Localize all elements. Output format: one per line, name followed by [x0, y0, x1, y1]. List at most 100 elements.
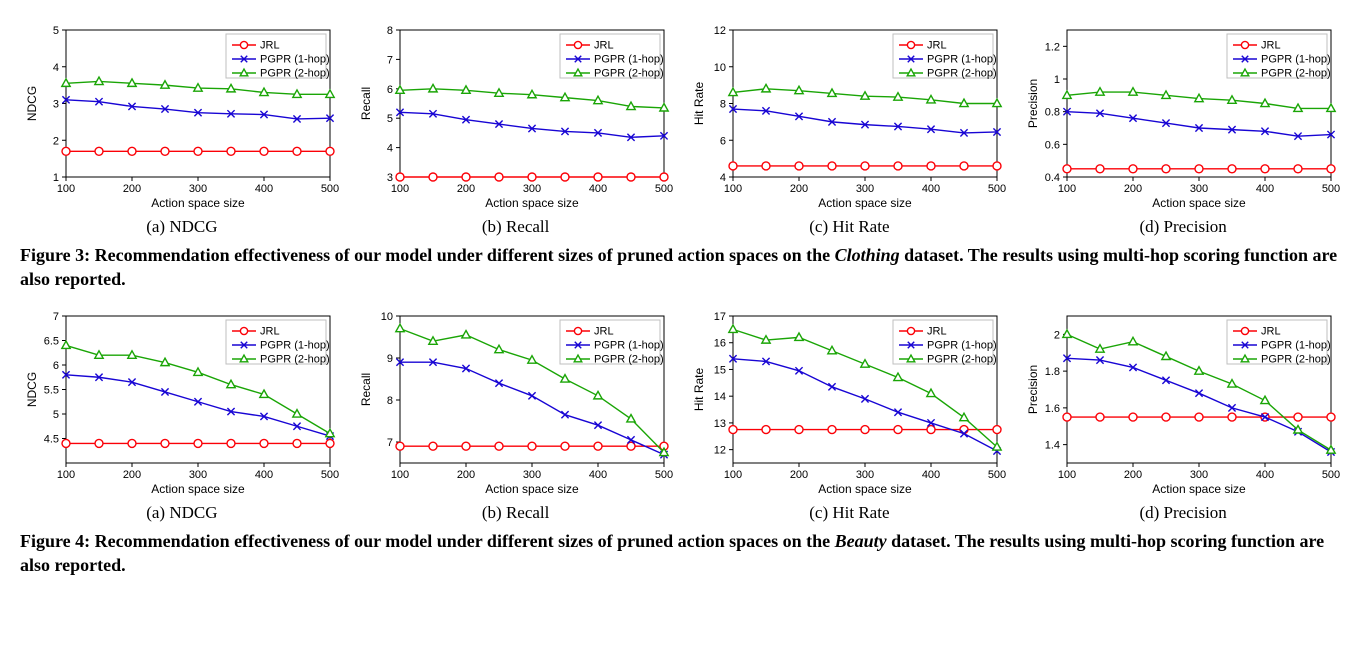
svg-text:300: 300: [522, 183, 540, 195]
svg-text:8: 8: [387, 395, 393, 407]
svg-text:200: 200: [1124, 183, 1142, 195]
legend: JRLPGPR (1-hop)PGPR (2-hop): [226, 320, 330, 366]
subcaption: (b) Recall: [482, 217, 550, 237]
legend: JRLPGPR (1-hop)PGPR (2-hop): [893, 320, 997, 366]
series-pgpr1: [1067, 112, 1331, 136]
svg-text:200: 200: [790, 183, 808, 195]
dataset-name: Clothing: [835, 245, 900, 265]
subcaption: (b) Recall: [482, 503, 550, 523]
fig3-caption: Figure 3: Recommendation effectiveness o…: [20, 243, 1345, 292]
svg-text:300: 300: [189, 183, 207, 195]
svg-text:100: 100: [724, 469, 742, 481]
svg-text:7: 7: [53, 311, 59, 323]
x-axis-label: Action space size: [1152, 196, 1246, 210]
svg-text:100: 100: [724, 183, 742, 195]
x-axis-label: Action space size: [151, 482, 245, 496]
svg-text:500: 500: [1322, 469, 1340, 481]
svg-text:4.5: 4.5: [44, 433, 59, 445]
legend-label-pgpr2: PGPR (2-hop): [594, 68, 664, 80]
legend-label-pgpr2: PGPR (2-hop): [260, 353, 330, 365]
svg-text:300: 300: [856, 469, 874, 481]
legend: JRLPGPR (1-hop)PGPR (2-hop): [560, 320, 664, 366]
dataset-name: Beauty: [835, 531, 887, 551]
svg-text:4: 4: [53, 62, 59, 74]
svg-text:10: 10: [714, 62, 726, 74]
chart: 100200300400500Action space size12131415…: [689, 306, 1009, 501]
fig4-caption: Figure 4: Recommendation effectiveness o…: [20, 529, 1345, 578]
svg-text:7: 7: [387, 437, 393, 449]
svg-text:6: 6: [387, 84, 393, 96]
subcaption: (c) Hit Rate: [809, 217, 889, 237]
legend-label-pgpr2: PGPR (2-hop): [927, 353, 997, 365]
svg-text:15: 15: [714, 364, 726, 376]
legend: JRLPGPR (1-hop)PGPR (2-hop): [893, 34, 997, 80]
legend-label-pgpr1: PGPR (1-hop): [594, 339, 664, 351]
svg-text:500: 500: [988, 469, 1006, 481]
chart-cell: 100200300400500Action space size4681012H…: [688, 20, 1012, 237]
legend-label-jrl: JRL: [1261, 325, 1281, 337]
svg-text:6: 6: [53, 360, 59, 372]
legend-label-pgpr1: PGPR (1-hop): [1261, 54, 1331, 66]
svg-text:5: 5: [387, 113, 393, 125]
svg-text:500: 500: [988, 183, 1006, 195]
svg-text:3: 3: [387, 172, 393, 184]
svg-text:400: 400: [588, 469, 606, 481]
fig4-row: 100200300400500Action space size4.555.56…: [20, 306, 1345, 523]
svg-text:100: 100: [57, 469, 75, 481]
svg-text:1: 1: [53, 172, 59, 184]
svg-text:2: 2: [1054, 329, 1060, 341]
svg-text:100: 100: [57, 183, 75, 195]
svg-text:1.6: 1.6: [1045, 402, 1060, 414]
svg-text:6: 6: [720, 135, 726, 147]
svg-text:400: 400: [588, 183, 606, 195]
y-axis-label: NDCG: [25, 86, 39, 121]
x-axis-label: Action space size: [151, 196, 245, 210]
chart: 100200300400500Action space size0.40.60.…: [1023, 20, 1343, 215]
series-pgpr1: [733, 109, 997, 133]
svg-text:12: 12: [714, 444, 726, 456]
svg-text:200: 200: [456, 469, 474, 481]
svg-text:7: 7: [387, 54, 393, 66]
svg-text:100: 100: [1058, 183, 1076, 195]
svg-text:3: 3: [53, 99, 59, 111]
legend-label-jrl: JRL: [927, 325, 947, 337]
x-axis-label: Action space size: [819, 482, 913, 496]
svg-text:4: 4: [387, 143, 393, 155]
series-pgpr1: [66, 374, 330, 435]
x-axis-label: Action space size: [485, 196, 579, 210]
y-axis-label: Hit Rate: [692, 82, 706, 126]
svg-text:400: 400: [922, 183, 940, 195]
legend-label-jrl: JRL: [1261, 40, 1281, 52]
svg-text:0.4: 0.4: [1045, 172, 1060, 184]
svg-text:14: 14: [714, 391, 726, 403]
legend-label-pgpr1: PGPR (1-hop): [260, 54, 330, 66]
svg-text:13: 13: [714, 418, 726, 430]
legend: JRLPGPR (1-hop)PGPR (2-hop): [560, 34, 664, 80]
svg-text:300: 300: [856, 183, 874, 195]
svg-text:1.8: 1.8: [1045, 366, 1060, 378]
svg-text:500: 500: [321, 469, 339, 481]
legend-label-jrl: JRL: [594, 40, 614, 52]
series-pgpr1: [400, 362, 664, 454]
y-axis-label: Precision: [1026, 79, 1040, 128]
chart: 100200300400500Action space size12345NDC…: [22, 20, 342, 215]
x-axis-label: Action space size: [485, 482, 579, 496]
chart: 100200300400500Action space size345678Re…: [356, 20, 676, 215]
legend-label-jrl: JRL: [260, 40, 280, 52]
svg-text:4: 4: [720, 172, 726, 184]
svg-text:400: 400: [922, 469, 940, 481]
svg-text:5: 5: [53, 25, 59, 37]
svg-text:10: 10: [380, 311, 392, 323]
legend-label-jrl: JRL: [260, 325, 280, 337]
svg-text:200: 200: [123, 469, 141, 481]
legend-label-pgpr2: PGPR (2-hop): [927, 68, 997, 80]
svg-text:5.5: 5.5: [44, 384, 59, 396]
svg-text:1.4: 1.4: [1045, 439, 1060, 451]
svg-text:400: 400: [1256, 183, 1274, 195]
svg-text:400: 400: [255, 183, 273, 195]
chart-cell: 100200300400500Action space size1.41.61.…: [1021, 306, 1345, 523]
svg-text:100: 100: [1058, 469, 1076, 481]
chart-cell: 100200300400500Action space size4.555.56…: [20, 306, 344, 523]
chart: 100200300400500Action space size1.41.61.…: [1023, 306, 1343, 501]
svg-text:12: 12: [714, 25, 726, 37]
